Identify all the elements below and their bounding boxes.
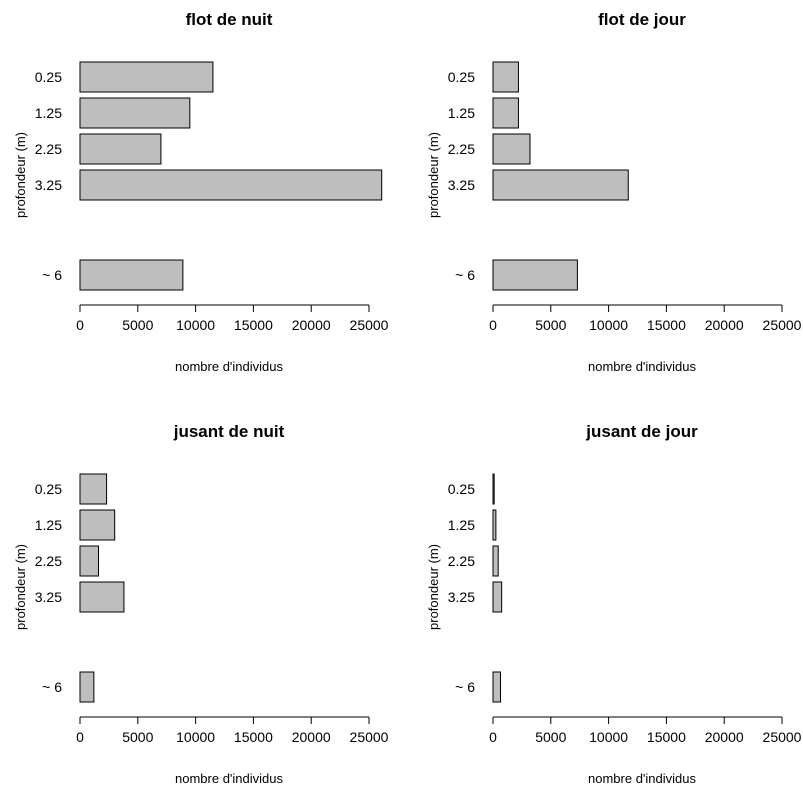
category-labels: 0.25 1.25 2.25 3.25 ~ 6 <box>448 69 475 283</box>
category-labels: 0.25 1.25 2.25 3.25 ~ 6 <box>448 481 475 695</box>
x-tick-label: 0 <box>489 317 497 333</box>
x-tick-label: 25000 <box>350 317 389 333</box>
category-label: ~ 6 <box>42 267 62 283</box>
x-tick-label: 15000 <box>647 317 686 333</box>
panel-flot-de-nuit: flot de nuit profondeur (m) nombre d'ind… <box>13 10 389 374</box>
x-tick-label: 5000 <box>535 729 566 745</box>
x-axis-label: nombre d'individus <box>175 359 283 374</box>
bars <box>492 473 503 703</box>
x-tick-label: 10000 <box>589 729 628 745</box>
bar <box>492 61 519 93</box>
category-label: 0.25 <box>35 69 62 85</box>
x-tick-label: 5000 <box>122 729 153 745</box>
bar <box>79 509 116 541</box>
category-label: 2.25 <box>35 553 62 569</box>
category-label: 3.25 <box>448 589 475 605</box>
x-tick-label: 5000 <box>535 317 566 333</box>
bar <box>79 581 125 613</box>
panel-flot-de-jour: flot de jour profondeur (m) nombre d'ind… <box>426 10 802 374</box>
bars <box>79 473 125 703</box>
bars <box>492 61 629 291</box>
x-axis: 0 5000 10000 15000 20000 25000 <box>489 304 802 333</box>
x-tick-label: 5000 <box>122 317 153 333</box>
category-label: 2.25 <box>448 553 475 569</box>
category-label: 0.25 <box>448 481 475 497</box>
category-label: ~ 6 <box>42 679 62 695</box>
bar <box>79 259 184 291</box>
panel-title: jusant de nuit <box>173 422 285 441</box>
x-tick-label: 10000 <box>176 729 215 745</box>
category-label: 0.25 <box>35 481 62 497</box>
bar <box>492 671 502 703</box>
category-label: 3.25 <box>35 177 62 193</box>
x-tick-label: 0 <box>76 317 84 333</box>
x-tick-label: 15000 <box>234 729 273 745</box>
bar <box>492 97 519 129</box>
category-labels: 0.25 1.25 2.25 3.25 ~ 6 <box>35 69 62 283</box>
bar <box>79 169 383 201</box>
bar <box>492 509 497 541</box>
panel-title: flot de jour <box>598 10 686 29</box>
category-label: 3.25 <box>35 589 62 605</box>
category-label: 1.25 <box>35 105 62 121</box>
category-label: 2.25 <box>35 141 62 157</box>
bar <box>79 61 214 93</box>
x-tick-label: 25000 <box>763 317 802 333</box>
x-axis: 0 5000 10000 15000 20000 25000 <box>489 716 802 745</box>
bar <box>492 259 578 291</box>
category-label: ~ 6 <box>455 679 475 695</box>
y-axis-label: profondeur (m) <box>13 132 28 218</box>
x-axis-label: nombre d'individus <box>175 771 283 786</box>
y-axis-label: profondeur (m) <box>13 544 28 630</box>
y-axis-label: profondeur (m) <box>426 544 441 630</box>
category-labels: 0.25 1.25 2.25 3.25 ~ 6 <box>35 481 62 695</box>
bar <box>492 545 499 577</box>
bar <box>79 473 108 505</box>
category-label: 1.25 <box>448 105 475 121</box>
category-label: 3.25 <box>448 177 475 193</box>
x-tick-label: 20000 <box>705 317 744 333</box>
category-label: ~ 6 <box>455 267 475 283</box>
x-axis: 0 5000 10000 15000 20000 25000 <box>76 304 389 333</box>
bar <box>492 581 503 613</box>
bar <box>79 97 191 129</box>
x-axis: 0 5000 10000 15000 20000 25000 <box>76 716 389 745</box>
bar <box>79 545 99 577</box>
panel-title: jusant de jour <box>585 422 698 441</box>
x-tick-label: 20000 <box>292 729 331 745</box>
bars <box>79 61 383 291</box>
bar <box>492 473 495 505</box>
panel-title: flot de nuit <box>186 10 273 29</box>
x-tick-label: 15000 <box>647 729 686 745</box>
category-label: 2.25 <box>448 141 475 157</box>
category-label: 1.25 <box>448 517 475 533</box>
x-tick-label: 10000 <box>589 317 628 333</box>
category-label: 1.25 <box>35 517 62 533</box>
x-tick-label: 0 <box>489 729 497 745</box>
x-tick-label: 20000 <box>292 317 331 333</box>
panel-jusant-de-nuit: jusant de nuit profondeur (m) nombre d'i… <box>13 422 389 786</box>
x-tick-label: 0 <box>76 729 84 745</box>
bar <box>79 671 95 703</box>
x-axis-label: nombre d'individus <box>588 359 696 374</box>
panel-jusant-de-jour: jusant de jour profondeur (m) nombre d'i… <box>426 422 802 786</box>
x-tick-label: 20000 <box>705 729 744 745</box>
x-tick-label: 15000 <box>234 317 273 333</box>
y-axis-label: profondeur (m) <box>426 132 441 218</box>
bar <box>79 133 162 165</box>
bar <box>492 169 629 201</box>
x-axis-label: nombre d'individus <box>588 771 696 786</box>
category-label: 0.25 <box>448 69 475 85</box>
bar <box>492 133 531 165</box>
x-tick-label: 10000 <box>176 317 215 333</box>
x-tick-label: 25000 <box>350 729 389 745</box>
x-tick-label: 25000 <box>763 729 802 745</box>
